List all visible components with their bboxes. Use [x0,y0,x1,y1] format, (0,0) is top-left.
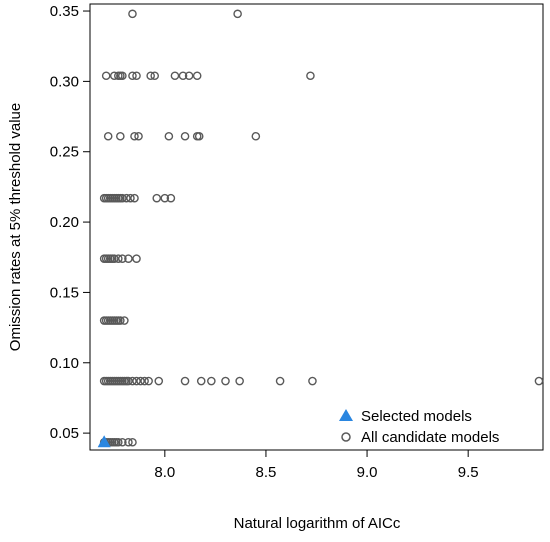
y-tick-label: 0.30 [50,73,79,90]
candidate-model-point [130,131,139,141]
x-axis-title: Natural logarithm of AICc [234,515,401,532]
candidate-model-point [130,193,139,203]
plot-frame [89,3,544,451]
legend-selected-label: Selected models [361,408,472,425]
candidate-model-point [118,254,127,263]
candidate-model-point [154,376,164,386]
data-points [97,9,544,448]
candidate-model-point [134,131,143,141]
candidate-model-point [144,376,153,386]
candidate-model-point [308,376,317,386]
candidate-model-point [235,376,244,386]
candidate-model-point [109,254,119,263]
candidate-model-point [132,376,141,386]
candidate-model-point [103,131,113,141]
candidate-model-point [114,254,123,263]
candidate-model-point [180,131,190,141]
candidate-model-point [116,316,125,325]
candidate-model-point [109,71,119,81]
candidate-model-point [180,376,190,386]
x-axis: 8.0 8.5 9.0 9.5 [154,450,479,481]
candidate-model-point [170,71,180,81]
candidate-model-point [122,193,131,203]
candidate-model-point [178,71,188,81]
candidate-model-point [118,437,127,447]
candidate-model-point [114,437,123,447]
candidate-model-point [275,376,285,386]
x-tick-label: 9.5 [458,464,479,481]
y-tick-label: 0.20 [50,214,79,231]
candidate-model-point [132,71,141,81]
y-tick-label: 0.35 [50,3,79,20]
candidate-model-point [160,193,170,203]
candidate-model-point [233,9,242,19]
candidate-model-point [124,376,133,386]
y-axis: 0.05 0.10 0.15 0.20 0.25 0.30 0.35 [50,3,90,442]
x-tick-label: 8.0 [154,464,175,481]
y-tick-label: 0.25 [50,144,79,161]
candidate-model-point [192,71,202,81]
selected-model-point [97,435,111,448]
candidate-model-point [128,71,137,81]
y-tick-label: 0.15 [50,284,79,301]
legend-selected-marker [339,409,353,421]
candidate-model-point [306,71,315,81]
candidate-model-point [166,193,176,203]
candidate-model-point [118,71,127,81]
candidate-model-point [101,71,111,81]
candidate-model-point [534,376,544,386]
candidate-model-point [124,437,133,447]
legend-candidate-marker [341,432,351,442]
candidate-model-point [221,376,230,386]
candidate-model-point [128,376,137,386]
candidate-model-point [136,376,145,386]
candidate-model-point [251,131,261,141]
legend-candidate-label: All candidate models [361,429,499,446]
candidate-model-point [132,254,141,263]
candidate-model-point [207,376,216,386]
candidate-model-point [124,254,133,263]
candidate-model-point [152,193,162,203]
x-tick-label: 9.0 [357,464,378,481]
candidate-model-point [126,193,135,203]
legend: Selected models All candidate models [339,408,499,446]
candidate-model-point [128,437,137,447]
candidate-model-point [196,376,206,386]
candidate-model-point [140,376,149,386]
candidate-model-point [164,131,174,141]
candidate-model-point [194,131,204,141]
candidate-model-point [118,193,127,203]
candidate-model-point [128,9,137,19]
y-axis-title: Omission rates at 5% threshold value [7,103,24,351]
y-tick-label: 0.10 [50,355,79,372]
candidate-model-point [120,316,129,325]
candidate-model-point [146,71,155,81]
y-tick-label: 0.05 [50,425,79,442]
candidate-model-point [150,71,160,81]
x-tick-label: 8.5 [256,464,277,481]
candidate-model-point [116,131,125,141]
candidate-model-point [184,71,194,81]
